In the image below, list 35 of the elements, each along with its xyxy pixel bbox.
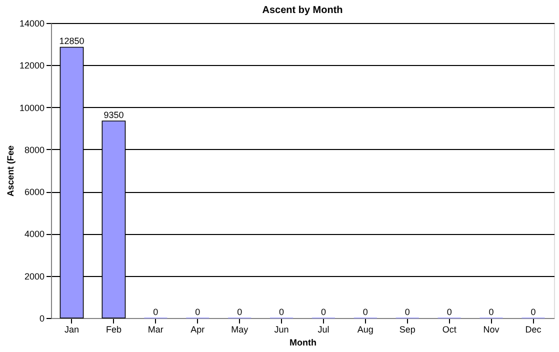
x-tick-label: Feb [106,324,122,334]
chart-title: Ascent by Month [262,5,343,16]
data-label: 9350 [104,110,124,120]
y-tick-label: 4000 [24,229,44,240]
y-tick-label: 2000 [24,271,44,282]
x-tick-label: Sep [399,324,416,334]
y-tick-label: 0 [39,314,44,324]
x-tick-label: Nov [483,324,500,334]
x-axis-title: Month [290,338,316,348]
data-label: 0 [530,307,536,317]
y-axis-title: Ascent (Fee [5,145,16,197]
data-label: 12850 [59,36,84,46]
data-label: 0 [488,307,494,317]
data-label: 0 [195,307,200,317]
y-tick-label: 14000 [19,18,44,28]
x-tick-label: Mar [148,324,164,334]
y-tick-label: 6000 [24,187,44,198]
x-tick-label: May [231,324,249,334]
data-label: 0 [446,307,452,317]
y-tick-label: 12000 [19,60,44,71]
x-tick-label: Jun [274,324,289,334]
x-tick-label: Jan [64,324,80,334]
x-tick-label: Dec [525,324,542,334]
x-tick-label: Aug [357,324,374,334]
y-tick-label: 8000 [24,144,44,155]
x-tick-label: Jul [318,324,330,334]
data-label: 0 [279,307,284,317]
data-label: 0 [362,307,368,317]
data-label: 0 [237,307,242,317]
data-label: 0 [320,307,326,317]
y-tick-label: 10000 [19,102,44,113]
x-tick-label: Oct [442,324,457,334]
x-tick-label: Apr [190,324,205,334]
data-label: 0 [404,307,410,317]
data-label: 0 [153,307,158,317]
